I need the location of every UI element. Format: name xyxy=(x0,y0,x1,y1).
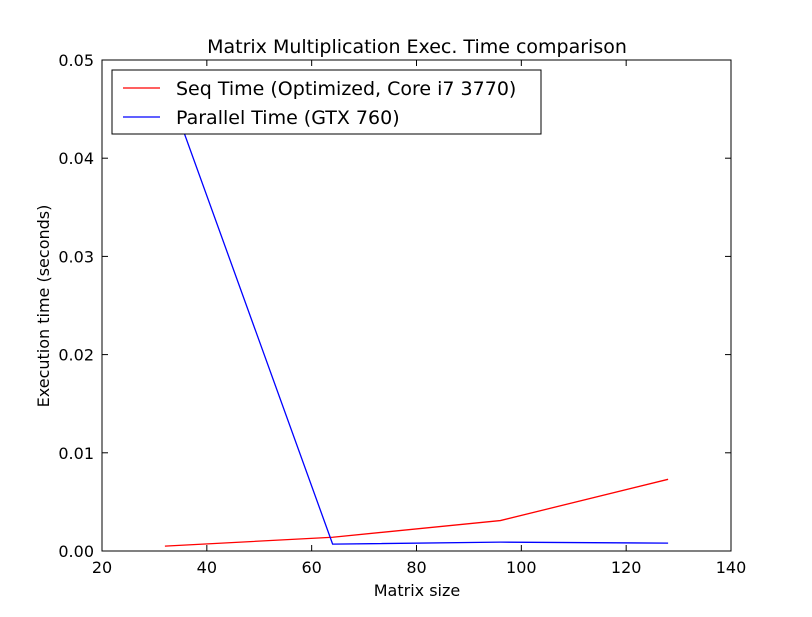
x-tick-label: 140 xyxy=(716,558,747,577)
x-tick-label: 40 xyxy=(197,558,217,577)
x-tick-label: 120 xyxy=(611,558,642,577)
y-tick-label: 0.05 xyxy=(58,51,94,70)
series-line-1 xyxy=(164,478,669,547)
series-layer xyxy=(164,79,669,547)
ticks-layer: 20 40 60 80 100 120 140 0.00 0.01 0.02 0.03 0.04 0.0… xyxy=(58,51,746,577)
x-tick-label: 80 xyxy=(406,558,426,577)
y-tick-label: 0.02 xyxy=(58,346,94,365)
series-line-2 xyxy=(164,79,669,545)
chart-title: Matrix Multiplication Exec. Time compari… xyxy=(207,36,627,58)
legend-label-1: Seq Time (Optimized, Core i7 3770) xyxy=(176,78,516,100)
x-tick-label: 20 xyxy=(92,558,112,577)
legend: Seq Time (Optimized, Core i7 3770) Parall… xyxy=(111,69,542,135)
plot-frame xyxy=(101,59,732,552)
y-tick-label: 0.04 xyxy=(58,149,94,168)
legend-label-2: Parallel Time (GTX 760) xyxy=(176,107,400,129)
x-axis-label: Matrix size xyxy=(374,581,460,600)
x-tick-label: 60 xyxy=(301,558,321,577)
y-tick-label: 0.00 xyxy=(58,542,94,561)
y-tick-label: 0.01 xyxy=(58,444,94,463)
x-tick-label: 100 xyxy=(506,558,537,577)
legend-box xyxy=(111,69,542,135)
y-axis-label: Execution time (seconds) xyxy=(34,205,53,408)
y-tick-label: 0.03 xyxy=(58,247,94,266)
